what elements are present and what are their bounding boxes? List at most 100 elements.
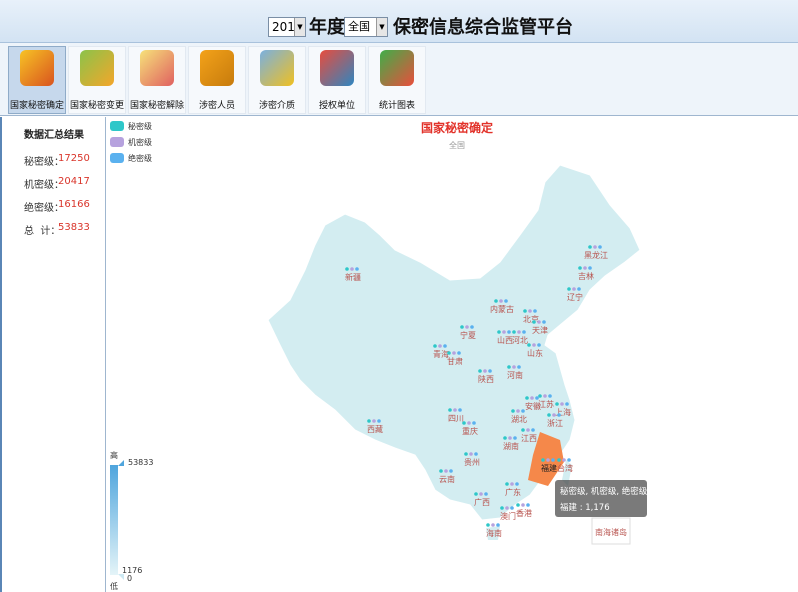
summary-label: 机密级：: [24, 180, 64, 191]
province-label: 河南: [507, 370, 523, 380]
series-dot: [433, 344, 437, 348]
toolbar-label: 涉密介质: [258, 101, 295, 111]
map-subtitle: 全国: [449, 140, 465, 150]
province-label: 湖北: [511, 415, 527, 424]
visual-map-high: 高: [110, 450, 118, 460]
series-dot: [372, 419, 376, 423]
province-label: 陕西: [478, 374, 494, 384]
series-dot: [443, 344, 447, 348]
summary-value: 20417: [58, 176, 90, 187]
series-dot: [522, 330, 526, 334]
series-dot: [452, 351, 456, 355]
province-label: 新疆: [345, 272, 361, 282]
china-map: [267, 164, 641, 521]
series-dot: [555, 402, 559, 406]
series-dot: [543, 394, 547, 398]
visual-map-min: 1176: [122, 566, 142, 575]
hainan: [486, 526, 500, 540]
province-label: 云南: [439, 474, 455, 484]
province-label: 辽宁: [567, 292, 583, 302]
visual-map-max: 53833: [128, 458, 153, 467]
series-dot: [510, 506, 514, 510]
series-dot: [588, 245, 592, 249]
series-dot: [474, 452, 478, 456]
tooltip: [555, 480, 647, 517]
series-dot: [541, 458, 545, 462]
series-dot: [547, 413, 551, 417]
series-dot: [542, 320, 546, 324]
toolbar-icon: [80, 50, 114, 86]
series-dot: [598, 245, 602, 249]
series-dot: [535, 396, 539, 400]
series-dot: [532, 320, 536, 324]
series-dot: [491, 523, 495, 527]
toolbar-label: 国家秘密确定: [9, 101, 64, 111]
series-dot: [512, 365, 516, 369]
series-dot: [488, 369, 492, 373]
tooltip-item: 福建 : 1,176: [560, 502, 610, 513]
series-dot: [567, 287, 571, 291]
legend-swatch: [110, 137, 124, 147]
series-dot: [521, 428, 525, 432]
toolbar-label: 统计图表: [378, 101, 415, 111]
legend-label: 机密级: [128, 137, 152, 147]
series-dot: [496, 523, 500, 527]
toolbar-icon: [260, 50, 294, 86]
province-label: 内蒙古: [490, 304, 514, 314]
series-dot: [562, 458, 566, 462]
series-dot: [483, 369, 487, 373]
series-dot: [464, 452, 468, 456]
series-dot: [533, 309, 537, 313]
series-dot: [465, 325, 469, 329]
province-label: 香港: [516, 508, 532, 518]
series-dot: [516, 503, 520, 507]
taiwan: [562, 460, 572, 486]
series-dot: [546, 458, 550, 462]
legend-label: 绝密级: [128, 153, 152, 163]
visual-map-bar: [110, 465, 118, 575]
series-dot: [532, 343, 536, 347]
legend-swatch: [110, 153, 124, 163]
summary-value: 16166: [58, 199, 90, 210]
series-dot: [593, 245, 597, 249]
series-dot: [517, 330, 521, 334]
series-dot: [557, 413, 561, 417]
series-dot: [469, 452, 473, 456]
series-dot: [447, 351, 451, 355]
visual-map-zero: 0: [127, 574, 132, 583]
series-dot: [507, 330, 511, 334]
toolbar-icon: [140, 50, 174, 86]
left-panel: [0, 117, 106, 592]
series-dot: [530, 396, 534, 400]
series-dot: [345, 267, 349, 271]
legend-label: 秘密级: [128, 121, 152, 131]
select-arrow: ▼: [376, 18, 387, 36]
series-dot: [499, 299, 503, 303]
fujian-highlight: [528, 432, 564, 486]
province-label: 贵州: [464, 457, 480, 467]
series-dot: [502, 330, 506, 334]
series-dot: [472, 421, 476, 425]
series-dot: [567, 458, 571, 462]
series-dot: [479, 492, 483, 496]
series-dot: [505, 506, 509, 510]
series-dot: [457, 351, 461, 355]
series-dot: [505, 482, 509, 486]
summary-title: 数据汇总结果: [24, 130, 84, 141]
summary-value: 53833: [58, 222, 90, 233]
series-dot: [484, 492, 488, 496]
series-dot: [494, 299, 498, 303]
series-dot: [508, 436, 512, 440]
toolbar-label: 授权单位: [318, 101, 355, 111]
province-label: 青海: [433, 349, 449, 359]
province-label: 河北: [512, 335, 528, 345]
toolbar-icon: [20, 50, 54, 86]
province-label: 安徽: [525, 401, 541, 411]
series-dot: [531, 428, 535, 432]
series-dot: [548, 394, 552, 398]
province-label: 台湾: [557, 463, 573, 473]
province-label: 西藏: [367, 424, 383, 434]
series-dot: [525, 396, 529, 400]
province-label: 上海: [555, 407, 571, 417]
